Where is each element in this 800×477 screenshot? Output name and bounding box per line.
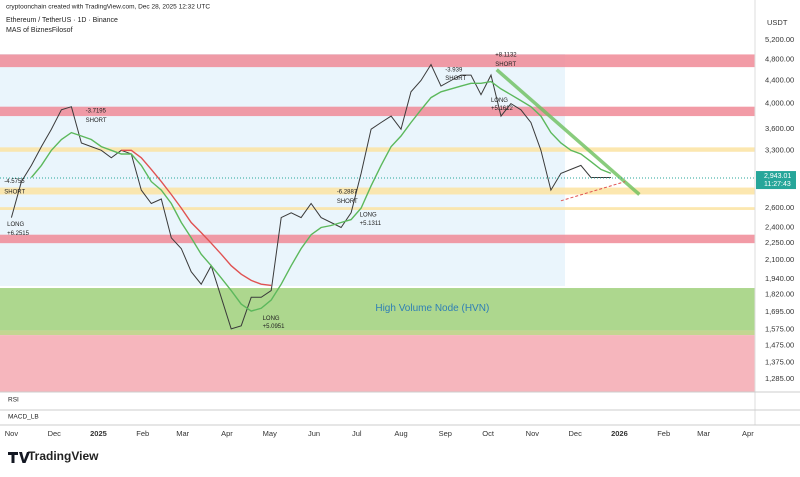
x-tick-label: Feb [136,429,149,438]
signal-label: SHORT [4,189,25,195]
x-tick-label: Mar [697,429,710,438]
y-tick-label: 1,475.00 [765,341,794,350]
pane-label: MACD_LB [8,414,39,421]
x-tick-label: Mar [176,429,189,438]
y-tick-label: 1,695.00 [765,307,794,316]
signal-label: SHORT [86,118,107,124]
signal-label: LONG [491,98,508,104]
zone [0,207,755,210]
y-tick-label: 3,300.00 [765,145,794,154]
price-line [10,63,611,330]
x-tick-label: Sep [439,429,452,438]
zone [0,234,755,244]
signal-label: +5.0951 [263,324,286,330]
zone [0,187,755,195]
zone [0,147,755,152]
indicator: MAS of BiznesFilosof [6,27,73,34]
signal-label: LONG [360,212,377,218]
range-background [0,54,565,286]
signal-label: +8.1132 [495,52,517,58]
signal-label: +6.2515 [7,231,30,237]
y-tick-label: 2,600.00 [765,203,794,212]
axis-unit: USDT [767,18,788,27]
moving-average [121,149,272,287]
x-tick-label: Dec [568,429,582,438]
x-tick-label: Apr [221,429,233,438]
y-tick-label: 1,285.00 [765,374,794,383]
zone [0,288,755,331]
signal-label: SHORT [495,62,516,68]
x-tick-label: Jun [308,429,320,438]
last-price-label: 2,943.01 [764,173,791,180]
x-tick-label: Aug [394,429,407,438]
pane-label: RSI [8,397,19,404]
zone [0,54,755,68]
x-tick-label: Oct [482,429,495,438]
y-tick-label: 1,940.00 [765,274,794,283]
y-tick-label: 2,400.00 [765,223,794,232]
x-tick-label: Apr [742,429,754,438]
signal-label: +5.1612 [491,106,514,112]
signal-label: SHORT [445,76,466,82]
signal-label: -4.5755 [4,179,25,185]
signal-label: -3.7195 [86,109,107,115]
signal-label: -3.939 [445,67,463,73]
x-tick-label: Nov [5,429,19,438]
y-tick-label: 2,100.00 [765,255,794,264]
symbol: Ethereum / TetherUS · 1D · Binance [6,17,118,24]
signal-label: LONG [7,222,24,228]
zone-label: High Volume Node (HVN) [375,303,489,314]
y-tick-label: 4,800.00 [765,54,794,63]
x-tick-label: Feb [657,429,670,438]
signal-label: LONG [263,316,280,322]
zone [0,335,755,392]
y-tick-label: 1,375.00 [765,358,794,367]
trendline [495,68,641,196]
moving-average [30,80,612,312]
logo [8,452,30,463]
y-tick-label: 4,400.00 [765,76,794,85]
y-tick-label: 1,820.00 [765,290,794,299]
x-tick-label: May [263,429,277,438]
x-tick-label: 2026 [611,429,628,438]
brand: TradingView [28,449,99,463]
y-tick-label: 2,250.00 [765,238,794,247]
countdown-label: 11:27:43 [764,181,791,188]
zone [0,330,755,336]
x-tick-label: Nov [526,429,540,438]
signal-label: +5.1311 [360,221,382,227]
signal-label: -6.2887 [337,189,358,195]
last-price-box [756,171,796,190]
y-tick-label: 3,600.00 [765,124,794,133]
y-tick-label: 5,200.00 [765,35,794,44]
support-line [560,181,626,202]
x-tick-label: 2025 [90,429,107,438]
signal-label: SHORT [337,199,358,205]
y-tick-label: 1,575.00 [765,325,794,334]
credit: cryptoonchain created with TradingView.c… [6,4,210,11]
x-tick-label: Jul [352,429,362,438]
zone [0,106,755,117]
y-tick-label: 4,000.00 [765,99,794,108]
x-tick-label: Dec [48,429,62,438]
